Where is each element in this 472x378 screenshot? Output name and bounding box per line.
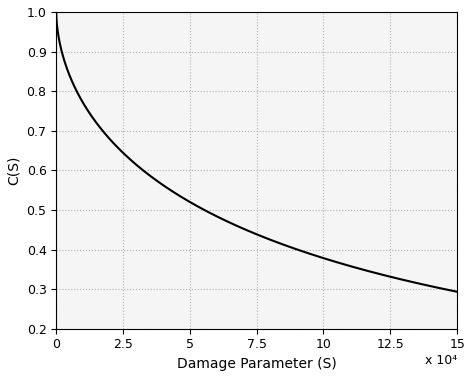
Text: x 10⁴: x 10⁴ xyxy=(425,354,457,367)
X-axis label: Damage Parameter (S): Damage Parameter (S) xyxy=(177,357,337,371)
Y-axis label: C(S): C(S) xyxy=(7,156,21,185)
